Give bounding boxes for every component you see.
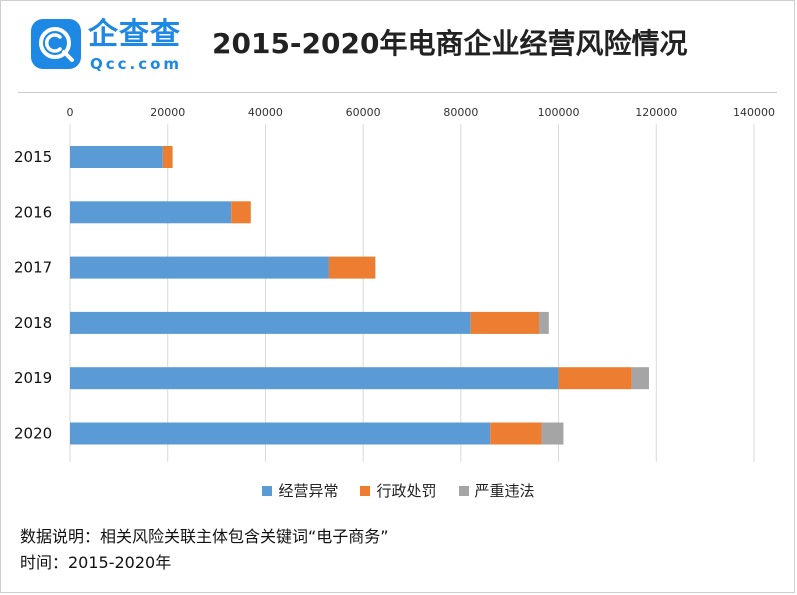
legend-item: 经营异常 [262, 480, 338, 501]
bar-segment [70, 256, 329, 279]
bar-segment [70, 367, 559, 390]
x-tick-label: 140000 [733, 106, 775, 119]
y-category-label: 2020 [14, 425, 52, 443]
y-category-label: 2016 [14, 203, 52, 221]
logo-domain: Qcc.com [90, 55, 183, 73]
bar-segment [470, 311, 540, 334]
legend-item: 行政处罚 [360, 480, 437, 501]
chart-legend: 经营异常 行政处罚 严重违法 [0, 480, 797, 501]
legend-swatch [458, 485, 469, 496]
qcc-logo-icon [31, 19, 81, 69]
bar-segment [231, 201, 251, 224]
y-category-label: 2015 [14, 148, 52, 166]
bar-segment [490, 422, 542, 445]
data-note: 数据说明：相关风险关联主体包含关键词“电子商务” [20, 527, 389, 546]
logo-name: 企查查 [88, 17, 181, 52]
chart-title: 2015-2020年电商企业经营风险情况 [212, 27, 688, 60]
y-category-label: 2018 [14, 314, 52, 332]
bar-segment [162, 146, 173, 168]
legend-label: 行政处罚 [376, 482, 437, 500]
x-tick-label: 40000 [248, 106, 283, 119]
x-tick-label: 60000 [346, 106, 381, 119]
x-tick-label: 0 [67, 106, 74, 119]
stacked-bar-chart: 0 20000 40000 60000 80000 100000 120000 140000 2… [14, 106, 775, 462]
bar-segment [70, 146, 163, 168]
legend-swatch [262, 485, 273, 496]
legend-label: 经营异常 [278, 482, 339, 500]
x-tick-label: 20000 [150, 106, 185, 119]
y-category-label: 2017 [14, 259, 52, 277]
x-tick-label: 80000 [443, 106, 478, 119]
time-range: 时间：2015-2020年 [20, 553, 172, 572]
x-tick-label: 120000 [635, 106, 677, 119]
bar-segment [70, 201, 232, 224]
y-category-label: 2019 [14, 369, 52, 387]
bar-segment [70, 311, 471, 334]
x-tick-label: 100000 [538, 106, 580, 119]
legend-label: 严重违法 [474, 482, 535, 500]
bar-segment [539, 311, 549, 334]
bar-segment [541, 422, 564, 445]
bar-segment [558, 367, 632, 390]
bar-segment [70, 422, 491, 445]
legend-swatch [360, 485, 371, 496]
header-divider [18, 92, 777, 93]
bar-segment [328, 256, 376, 279]
legend-item: 严重违法 [458, 480, 535, 501]
bar-segment [631, 367, 649, 390]
